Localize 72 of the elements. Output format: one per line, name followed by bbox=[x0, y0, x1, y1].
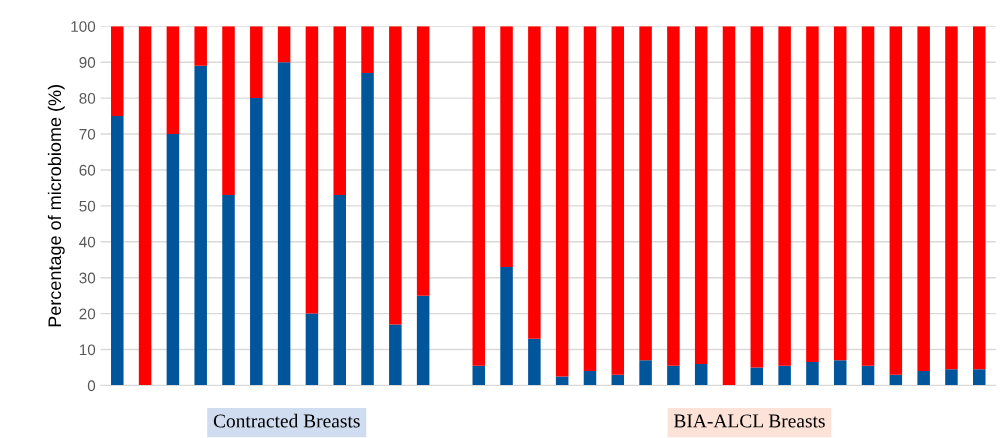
bar bbox=[945, 26, 958, 370]
bar bbox=[583, 371, 597, 386]
bar bbox=[806, 362, 819, 386]
bar bbox=[528, 338, 541, 386]
text: Contracted Breasts bbox=[213, 413, 360, 428]
bar bbox=[973, 26, 986, 370]
bar bbox=[389, 26, 402, 325]
bar bbox=[472, 26, 486, 366]
bar bbox=[222, 195, 235, 386]
bar bbox=[222, 26, 235, 196]
bar bbox=[416, 295, 430, 386]
bar bbox=[917, 371, 930, 386]
y-tick-label: 70 bbox=[79, 128, 96, 140]
bar bbox=[806, 26, 819, 363]
bar bbox=[528, 26, 541, 339]
bar bbox=[917, 26, 930, 372]
y-axis-title: Percentage of microbiome (%) bbox=[47, 85, 65, 327]
bar bbox=[750, 367, 764, 386]
bar bbox=[138, 26, 152, 386]
bar bbox=[555, 376, 569, 386]
bar bbox=[945, 369, 958, 386]
y-tick-label: 40 bbox=[79, 236, 96, 248]
bar bbox=[583, 26, 597, 372]
bar bbox=[500, 266, 513, 386]
y-tick-label: 90 bbox=[79, 57, 96, 68]
bar bbox=[194, 26, 207, 66]
bar bbox=[778, 365, 791, 386]
bar bbox=[472, 365, 486, 386]
bar bbox=[861, 365, 875, 386]
bar bbox=[305, 313, 319, 386]
bar bbox=[639, 26, 652, 361]
bar bbox=[611, 26, 625, 375]
bar bbox=[500, 26, 513, 267]
bar bbox=[889, 26, 903, 375]
bar bbox=[166, 26, 180, 135]
y-tick-label: 100 bbox=[71, 21, 96, 32]
bar bbox=[111, 26, 124, 117]
bar bbox=[361, 26, 374, 73]
bar bbox=[778, 26, 791, 366]
bar bbox=[333, 195, 346, 386]
bar bbox=[667, 26, 680, 366]
bar bbox=[639, 360, 652, 386]
bar bbox=[277, 26, 291, 63]
y-tick-label: 10 bbox=[79, 344, 96, 356]
bar bbox=[750, 26, 764, 368]
bar bbox=[694, 26, 708, 364]
bar bbox=[333, 26, 346, 196]
bar bbox=[166, 134, 180, 386]
bar bbox=[694, 363, 708, 386]
y-tick-label: 20 bbox=[79, 308, 96, 320]
bar bbox=[861, 26, 875, 366]
bar bbox=[416, 26, 430, 296]
bar bbox=[833, 26, 847, 361]
y-tick-label: 0 bbox=[87, 380, 96, 392]
bar bbox=[973, 369, 986, 386]
y-tick-label: 30 bbox=[79, 272, 96, 284]
text: BIA-ALCL Breasts bbox=[673, 414, 825, 428]
bar bbox=[194, 65, 207, 386]
y-tick-label: 50 bbox=[79, 200, 96, 212]
y-tick-label: 60 bbox=[79, 164, 96, 176]
bar bbox=[250, 98, 263, 386]
bar bbox=[833, 360, 847, 386]
bar bbox=[277, 62, 291, 386]
bar bbox=[389, 324, 402, 386]
y-tick-label: 80 bbox=[79, 92, 96, 104]
bar bbox=[361, 72, 374, 386]
bar bbox=[250, 26, 263, 99]
bar bbox=[667, 365, 680, 386]
bar bbox=[111, 116, 124, 386]
bar bbox=[722, 26, 736, 386]
bar bbox=[555, 26, 569, 377]
bar bbox=[305, 26, 319, 314]
